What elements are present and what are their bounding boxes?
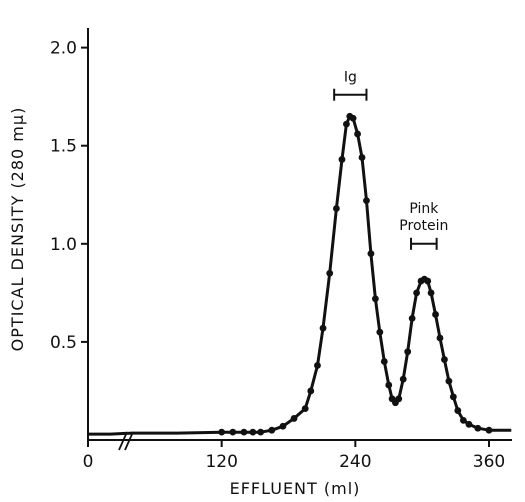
data-point <box>441 356 448 363</box>
series-line <box>88 114 512 436</box>
data-point <box>314 362 321 369</box>
data-point <box>399 375 407 383</box>
data-point <box>354 130 361 138</box>
data-point <box>395 395 403 403</box>
data-point <box>326 269 334 277</box>
y-axis-title: OPTICAL DENSITY (280 mμ) <box>8 107 27 352</box>
data-point <box>367 250 375 258</box>
x-axis-break-mark <box>118 431 128 451</box>
y-tick-label: 1.5 <box>50 137 77 157</box>
data-point <box>385 381 393 389</box>
data-point <box>343 120 350 128</box>
data-point <box>404 348 412 356</box>
y-tick-label: 0.5 <box>50 333 77 353</box>
data-point <box>371 295 379 303</box>
data-point <box>445 377 453 385</box>
data-point <box>485 426 493 434</box>
data-point <box>279 422 287 430</box>
data-point <box>257 428 265 436</box>
data-point <box>249 428 257 436</box>
data-point <box>449 393 457 401</box>
data-point <box>380 358 388 365</box>
x-tick-label: 120 <box>205 452 237 472</box>
annotation-label-ig: Ig <box>344 70 357 86</box>
data-point <box>268 426 276 434</box>
annotation-label-pink-protein: Protein <box>399 218 448 234</box>
data-point <box>427 289 435 297</box>
data-point <box>240 428 248 436</box>
data-point <box>424 277 432 285</box>
data-point <box>465 420 473 428</box>
x-tick-label: 0 <box>83 452 94 472</box>
x-axis-title: EFFLUENT (ml) <box>230 479 361 498</box>
data-point <box>290 415 298 422</box>
y-tick-label: 1.0 <box>50 235 77 255</box>
data-point <box>436 334 444 342</box>
data-point <box>376 328 384 336</box>
data-point <box>474 424 482 432</box>
data-point <box>454 407 462 414</box>
data-point <box>459 416 467 424</box>
data-point <box>307 387 315 395</box>
data-point <box>319 324 327 332</box>
annotation-label-pink-protein: Pink <box>409 201 439 217</box>
data-point <box>338 156 346 163</box>
data-point <box>332 205 340 212</box>
x-axis-break-mark <box>124 431 134 451</box>
data-point <box>363 197 370 205</box>
x-tick-label: 360 <box>473 452 505 472</box>
data-point <box>349 114 357 122</box>
data-point <box>432 311 439 318</box>
data-point <box>408 314 416 322</box>
y-tick-label: 2.0 <box>50 39 77 59</box>
x-tick-label: 240 <box>339 452 371 472</box>
data-point <box>218 428 226 436</box>
data-point <box>301 405 309 413</box>
data-point <box>229 428 237 436</box>
data-point <box>413 289 420 297</box>
data-point <box>358 154 366 161</box>
